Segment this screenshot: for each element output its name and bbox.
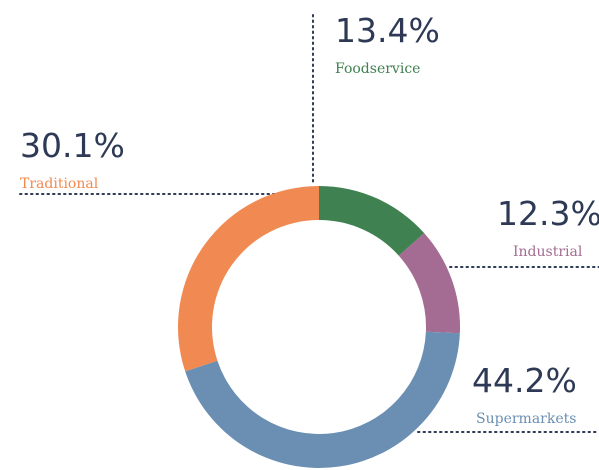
leaders [19,14,599,433]
donut-segment [185,331,460,468]
category-label: Traditional [20,176,99,192]
category-label: Supermarkets [476,411,576,427]
value-label: 13.4% [335,11,440,50]
value-label: 30.1% [20,126,125,165]
donut-segment [178,186,319,372]
donut-segment [398,233,461,334]
value-label: 12.3% [497,194,599,233]
category-label: Foodservice [335,61,420,77]
value-label: 44.2% [472,361,577,400]
category-label: Industrial [513,244,583,260]
donut-segment [319,186,425,256]
